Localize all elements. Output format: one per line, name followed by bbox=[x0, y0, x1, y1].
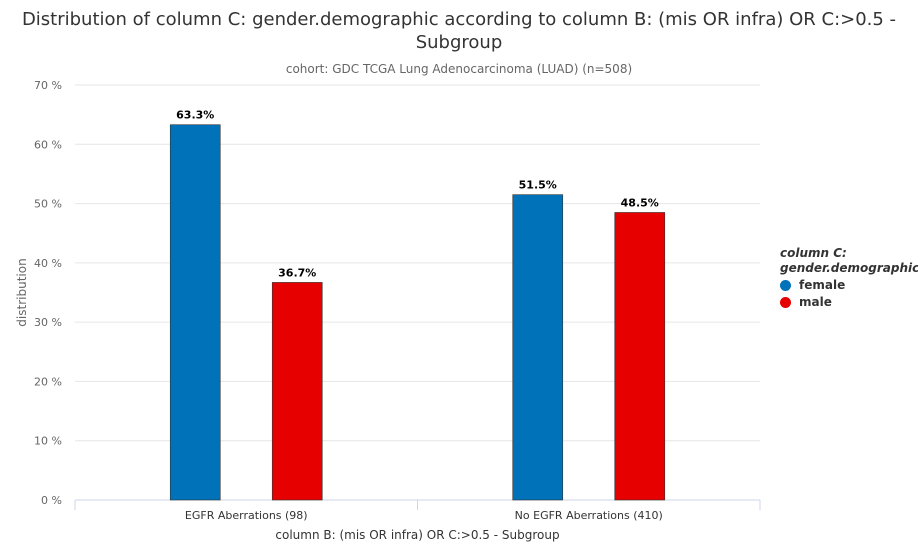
bar-male bbox=[271, 282, 323, 501]
y-tick-label: 50 % bbox=[34, 198, 62, 211]
legend-title-line1: column C: bbox=[780, 246, 847, 260]
y-axis-title: distribution bbox=[15, 258, 29, 326]
bar-female bbox=[512, 194, 564, 501]
x-tick-label: No EGFR Aberrations (410) bbox=[515, 509, 663, 522]
legend-label-male: male bbox=[799, 295, 832, 309]
legend-title: column C: gender.demographic bbox=[780, 246, 918, 276]
legend-item-male[interactable]: male bbox=[780, 295, 915, 310]
data-label: 51.5% bbox=[519, 179, 557, 192]
data-label: 48.5% bbox=[621, 196, 659, 209]
bar-male bbox=[614, 212, 666, 501]
y-tick-label: 20 % bbox=[34, 375, 62, 388]
legend-title-line2: gender.demographic bbox=[780, 261, 918, 275]
chart-subtitle: cohort: GDC TCGA Lung Adenocarcinoma (LU… bbox=[285, 62, 633, 76]
chart-title: Distribution of column C: gender.demogra… bbox=[21, 9, 897, 53]
y-tick-label: 40 % bbox=[34, 257, 62, 270]
bar-female bbox=[169, 124, 221, 501]
y-tick-label: 70 % bbox=[34, 79, 62, 92]
x-tick-label: EGFR Aberrations (98) bbox=[185, 509, 308, 522]
legend: column C: gender.demographic female male bbox=[780, 246, 918, 310]
y-tick-label: 30 % bbox=[34, 316, 62, 329]
y-tick-label: 60 % bbox=[34, 138, 62, 151]
legend-swatch-female bbox=[780, 280, 791, 291]
data-label: 36.7% bbox=[278, 266, 316, 279]
y-tick-label: 0 % bbox=[41, 494, 62, 507]
legend-swatch-male bbox=[780, 297, 791, 308]
title-block: Distribution of column C: gender.demogra… bbox=[0, 8, 918, 77]
y-tick-label: 10 % bbox=[34, 435, 62, 448]
x-axis-title: column B: (mis OR infra) OR C:>0.5 - Sub… bbox=[275, 528, 559, 542]
data-label: 63.3% bbox=[176, 109, 214, 122]
legend-item-female[interactable]: female bbox=[780, 278, 915, 293]
legend-label-female: female bbox=[799, 278, 846, 292]
